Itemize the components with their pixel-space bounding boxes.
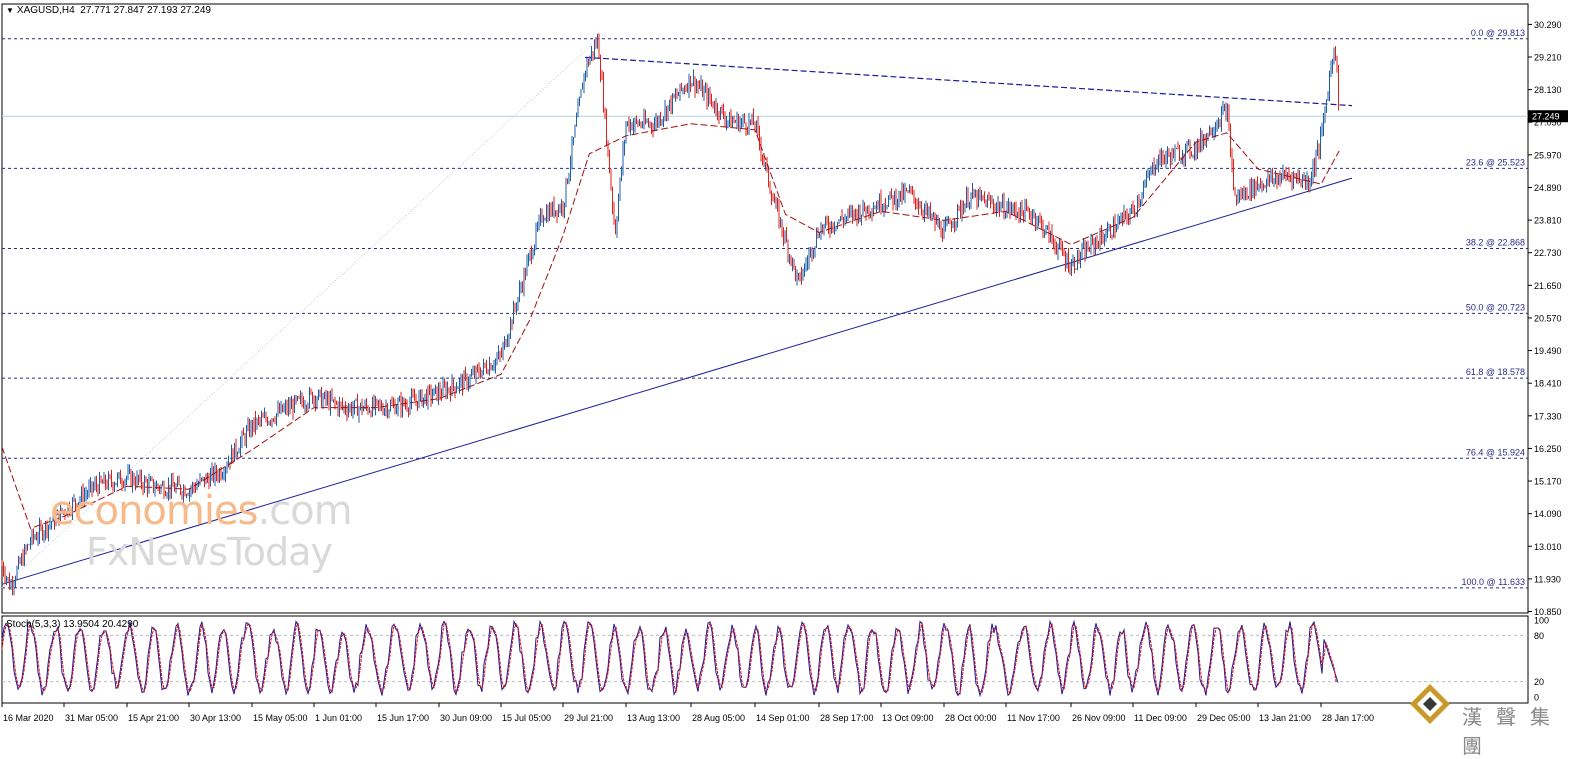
symbol-label: XAGUSD,H4 bbox=[16, 5, 75, 16]
x-tick-label: 15 May 05:00 bbox=[253, 713, 308, 723]
fib-level-label: 23.6 @ 25.523 bbox=[1466, 157, 1525, 167]
x-tick-label: 29 Jul 21:00 bbox=[564, 713, 613, 723]
current-price-text: 27.249 bbox=[1532, 112, 1560, 122]
stochastic-tick-label: 20 bbox=[1534, 677, 1544, 687]
y-tick-label: 19.490 bbox=[1534, 346, 1562, 356]
x-tick-label: 11 Nov 17:00 bbox=[1007, 713, 1060, 723]
x-tick-label: 15 Apr 21:00 bbox=[128, 713, 179, 723]
trendline-solid bbox=[1, 177, 1353, 585]
y-tick-label: 18.410 bbox=[1534, 379, 1562, 389]
fib-level-label: 100.0 @ 11.633 bbox=[1461, 577, 1525, 587]
trendlines bbox=[1, 38, 1353, 589]
stochastic-tick-label: 0 bbox=[1534, 693, 1539, 703]
x-tick-label: 28 Oct 00:00 bbox=[945, 713, 997, 723]
y-tick-label: 20.570 bbox=[1534, 313, 1562, 323]
stochastic-tick-label: 80 bbox=[1534, 631, 1544, 641]
stochastic-panel-frame bbox=[1, 615, 1529, 704]
fib-level-label: 61.8 @ 18.578 bbox=[1466, 367, 1525, 377]
y-tick-label: 10.850 bbox=[1534, 607, 1562, 617]
x-tick-label: 13 Aug 13:00 bbox=[627, 713, 680, 723]
y-tick-label: 25.970 bbox=[1534, 150, 1562, 160]
time-axis: 16 Mar 2020 31 Mar 05:00 15 Apr 21:00 30 Ap… bbox=[1, 703, 1374, 723]
x-tick-label: 28 Aug 05:00 bbox=[692, 713, 745, 723]
fib-level-label: 76.4 @ 15.924 bbox=[1466, 447, 1525, 457]
x-tick-label: 13 Oct 09:00 bbox=[882, 713, 934, 723]
stochastic-label: Stoch(5,3,3) 13.9504 20.4290 bbox=[6, 619, 139, 630]
y-tick-label: 24.890 bbox=[1534, 183, 1562, 193]
trendline-dashed bbox=[584, 56, 1353, 107]
candles bbox=[1, 33, 1339, 596]
x-tick-label: 26 Nov 09:00 bbox=[1072, 713, 1126, 723]
y-tick-label: 14.090 bbox=[1534, 509, 1562, 519]
stochastic-main-line bbox=[1, 619, 1339, 698]
symbol-header: ▼ XAGUSD,H4 27.771 27.847 27.193 27.249 bbox=[6, 5, 211, 16]
ohlc-values: 27.771 27.847 27.193 27.249 bbox=[80, 5, 211, 16]
y-tick-label: 15.170 bbox=[1534, 477, 1562, 487]
y-tick-label: 13.010 bbox=[1534, 542, 1562, 552]
x-tick-label: 14 Sep 01:00 bbox=[756, 713, 810, 723]
x-tick-label: 15 Jun 17:00 bbox=[377, 713, 429, 723]
current-price-badge bbox=[1528, 110, 1568, 123]
y-tick-label: 30.290 bbox=[1534, 20, 1562, 30]
y-tick-label: 17.330 bbox=[1534, 411, 1562, 421]
x-tick-label: 31 Mar 05:00 bbox=[65, 713, 118, 723]
y-tick-label: 23.810 bbox=[1534, 216, 1562, 226]
company-logo-text: 漢聲集團 bbox=[1462, 705, 1564, 758]
collapse-triangle-icon: ▼ bbox=[6, 6, 14, 15]
stochastic-signal-line bbox=[1, 621, 1338, 696]
price-axis: 30.290 29.210 28.130 27.050 25.970 24.890 23.8… bbox=[1528, 20, 1562, 617]
trendline-dotted bbox=[1, 38, 599, 589]
moving-average-line bbox=[1, 123, 1340, 530]
x-tick-label: 11 Dec 09:00 bbox=[1134, 713, 1187, 723]
fibonacci-levels: 0.0 @ 29.813 23.6 @ 25.523 38.2 @ 22.868 50… bbox=[2, 28, 1528, 589]
x-tick-label: 28 Sep 17:00 bbox=[820, 713, 874, 723]
y-tick-label: 27.050 bbox=[1534, 118, 1562, 128]
y-tick-label: 11.930 bbox=[1534, 574, 1561, 584]
x-tick-label: 28 Jan 17:00 bbox=[1322, 713, 1374, 723]
fib-level-label: 0.0 @ 29.813 bbox=[1471, 28, 1525, 38]
fib-level-label: 50.0 @ 20.723 bbox=[1466, 302, 1525, 312]
y-tick-label: 22.730 bbox=[1534, 248, 1562, 258]
x-tick-label: 13 Jan 21:00 bbox=[1259, 713, 1311, 723]
y-tick-label: 29.210 bbox=[1534, 52, 1562, 62]
x-tick-label: 29 Dec 05:00 bbox=[1197, 713, 1251, 723]
stochastic-tick-label: 100 bbox=[1534, 616, 1549, 626]
x-tick-label: 1 Jun 01:00 bbox=[315, 713, 362, 723]
y-tick-label: 21.650 bbox=[1534, 281, 1562, 291]
company-logo-icon bbox=[1410, 684, 1450, 724]
price-panel-frame bbox=[1, 3, 1529, 614]
y-tick-label: 28.130 bbox=[1534, 85, 1562, 95]
x-tick-label: 30 Jun 09:00 bbox=[440, 713, 492, 723]
fib-level-label: 38.2 @ 22.868 bbox=[1466, 238, 1525, 248]
chart-canvas[interactable]: 30.290 29.210 28.130 27.050 25.970 24.890 23.8… bbox=[0, 0, 1596, 743]
x-tick-label: 15 Jul 05:00 bbox=[502, 713, 551, 723]
x-tick-label: 30 Apr 13:00 bbox=[190, 713, 241, 723]
x-tick-label: 16 Mar 2020 bbox=[3, 713, 54, 723]
stochastic-panel: 100 80 20 0 bbox=[1, 616, 1549, 703]
y-tick-label: 16.250 bbox=[1534, 444, 1562, 454]
